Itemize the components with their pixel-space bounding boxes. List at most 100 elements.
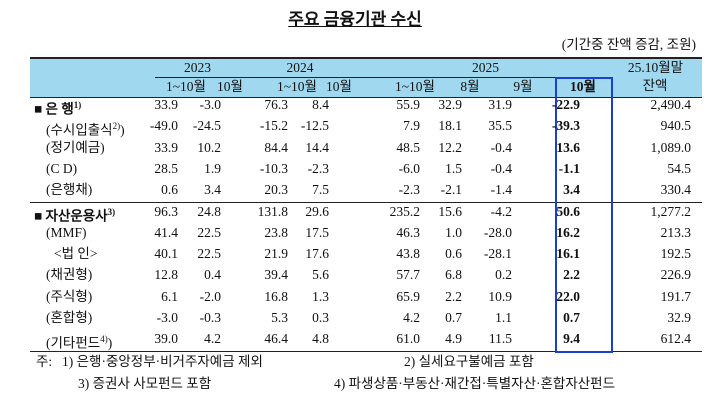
cell: 96.3 <box>154 203 178 219</box>
cell: 7.9 <box>403 118 420 134</box>
cell: 22.5 <box>197 224 221 240</box>
row-label-text: ■ 은 행 <box>34 101 74 117</box>
row-label: (C D) <box>46 161 77 177</box>
cell: -24.5 <box>192 118 221 134</box>
row-label: ■ 은 행1) <box>34 97 81 118</box>
row-label-text: (채권형) <box>46 267 93 283</box>
cell: 35.5 <box>488 118 512 134</box>
cell: 4.2 <box>204 331 221 347</box>
cell: -28.0 <box>483 224 512 240</box>
header-period: 8월 <box>460 79 480 94</box>
cell: 16.1 <box>556 246 580 262</box>
cell: 1,089.0 <box>650 139 692 155</box>
row-label: (채권형) <box>46 267 92 283</box>
header-year: 25.10월말 <box>627 60 684 75</box>
cell: 14.4 <box>305 139 329 155</box>
cell: 41.4 <box>154 224 178 240</box>
cell: 65.9 <box>396 288 420 304</box>
cell: 39.0 <box>154 331 178 347</box>
cell: 32.9 <box>438 97 462 112</box>
cell: 40.1 <box>154 246 178 262</box>
cell: 33.9 <box>154 139 178 155</box>
row-label: ■ 자산운용사3) <box>34 204 115 225</box>
rule <box>30 97 702 98</box>
cell: 46.4 <box>264 331 288 347</box>
cell: -22.9 <box>551 97 580 112</box>
header-year: 2025 <box>472 60 499 75</box>
row-label: (주식형) <box>46 289 92 305</box>
cell: -6.0 <box>398 160 420 176</box>
cell: 1.0 <box>445 224 462 240</box>
row-label: (MMF) <box>46 225 87 241</box>
cell: -2.1 <box>440 182 462 198</box>
cell: -2.3 <box>398 182 420 198</box>
rule <box>155 77 611 78</box>
cell: 17.5 <box>305 224 329 240</box>
row-note: 3) <box>107 206 116 217</box>
cell: 6.1 <box>161 288 178 304</box>
row-label-text: (주식형) <box>46 288 93 304</box>
cell: 33.9 <box>154 97 178 112</box>
cell: 1.1 <box>495 310 512 325</box>
cell: 55.9 <box>396 97 420 112</box>
row-label: (혼합형) <box>46 310 92 326</box>
note: 4) 파생상품·부동산·재간접·특별자산·혼합자산펀드 <box>334 376 616 391</box>
row-note: 2) <box>112 121 121 132</box>
header-period: 10월 <box>326 79 352 94</box>
cell: -1.1 <box>558 160 580 176</box>
cell: 0.3 <box>312 310 329 325</box>
cell: -2.0 <box>199 288 221 304</box>
row-label: (정기예금) <box>46 140 105 156</box>
cell: 5.6 <box>312 267 329 283</box>
cell: -15.2 <box>259 118 288 134</box>
row-label: (기타펀드4)) <box>46 331 112 352</box>
cell: 3.4 <box>204 182 221 198</box>
header-period: 1~10월 <box>277 79 317 94</box>
cell: -39.3 <box>551 118 580 134</box>
cell: 31.9 <box>488 97 512 112</box>
row-label-text: <법 인> <box>54 246 98 262</box>
cell: -3.0 <box>199 97 221 112</box>
rule <box>30 202 702 203</box>
row-label-end: ) <box>120 122 125 138</box>
cell: 16.2 <box>556 224 580 240</box>
rule <box>30 57 702 59</box>
cell: 43.8 <box>396 246 420 262</box>
cell: 4.8 <box>312 331 329 347</box>
header-period: 10월 <box>217 79 243 94</box>
cell: -0.4 <box>490 139 512 155</box>
cell: 84.4 <box>264 139 288 155</box>
cell: 1,277.2 <box>650 203 692 219</box>
cell: -12.5 <box>300 118 329 134</box>
cell: 612.4 <box>660 331 691 347</box>
cell: 39.4 <box>264 267 288 283</box>
cell: 12.8 <box>154 267 178 283</box>
cell: 21.9 <box>264 246 288 262</box>
row-label-text: ■ 자산운용사 <box>34 208 108 223</box>
cell: -4.2 <box>490 203 512 219</box>
title: 주요 금융기관 수신 <box>288 10 422 29</box>
row-note: 4) <box>100 334 108 345</box>
cell: 0.6 <box>161 182 178 198</box>
cell: 3.4 <box>563 182 580 198</box>
cell: 9.4 <box>563 331 580 347</box>
cell: -0.4 <box>490 160 512 176</box>
cell: 13.6 <box>556 139 580 155</box>
cell: -49.0 <box>149 118 178 134</box>
cell: 192.5 <box>660 246 691 262</box>
title-wrap: 주요 금융기관 수신 <box>0 10 710 29</box>
cell: 330.4 <box>660 182 691 198</box>
cell: -1.4 <box>490 182 512 198</box>
header-period: 9월 <box>513 79 533 94</box>
cell: -10.3 <box>259 160 288 176</box>
cell: 235.2 <box>389 203 420 219</box>
cell: 0.7 <box>445 310 462 325</box>
cell: 18.1 <box>438 118 462 134</box>
header-period: 1~10월 <box>166 79 206 94</box>
highlight-box <box>555 77 613 353</box>
cell: 54.5 <box>667 160 691 176</box>
row-label-text: (기타펀드 <box>46 335 101 351</box>
cell: 2,490.4 <box>650 97 692 112</box>
cell: 0.6 <box>445 246 462 262</box>
